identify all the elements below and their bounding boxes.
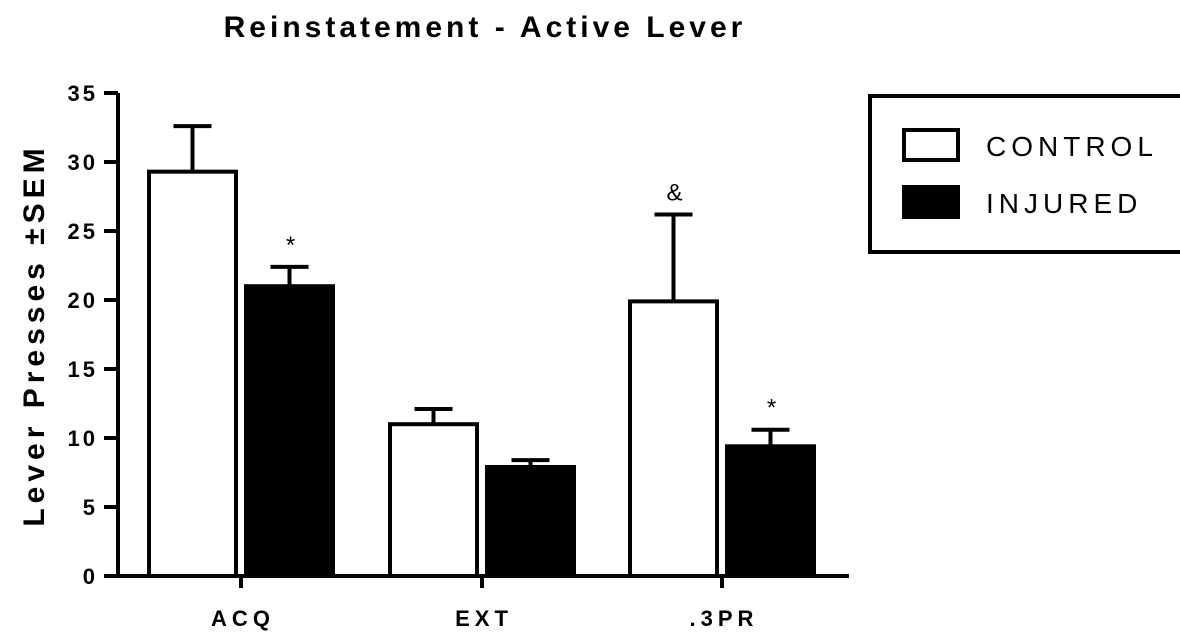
- bar-injured: [485, 464, 576, 579]
- legend-swatch-injured: [902, 185, 960, 219]
- y-tick-label: 15: [68, 357, 98, 382]
- legend-box: [868, 94, 1180, 254]
- legend-label-injured: INJURED: [986, 188, 1142, 219]
- x-tick-label: EXT: [455, 606, 513, 631]
- y-tick-label: 0: [83, 564, 98, 589]
- y-tick-label: 5: [83, 495, 98, 520]
- y-tick-label: 30: [68, 150, 98, 175]
- y-tick-label: 25: [68, 219, 98, 244]
- y-tick-label: 20: [68, 288, 98, 313]
- bar-control: [147, 169, 238, 578]
- significance-marker: *: [767, 395, 776, 422]
- bar-control: [388, 422, 479, 579]
- y-axis: 0 5 10 15 20 25 30 35: [68, 81, 120, 589]
- x-tick-label: ACQ: [211, 606, 275, 631]
- legend-label-control: CONTROL: [986, 131, 1158, 162]
- y-tick-label: 35: [68, 81, 98, 106]
- bar-control: [628, 299, 719, 578]
- y-tick-label: 10: [68, 426, 98, 451]
- significance-marker: &: [666, 179, 682, 206]
- x-axis: ACQ EXT .3PR: [116, 574, 849, 631]
- significance-marker: *: [286, 232, 295, 259]
- legend-swatch-control: [902, 128, 960, 162]
- legend: CONTROL INJURED: [868, 94, 1180, 254]
- x-tick-label: .3PR: [690, 606, 759, 631]
- bar-injured: [725, 444, 816, 578]
- y-axis-label: Lever Presses ±SEM: [18, 143, 51, 526]
- bar-injured: [244, 284, 335, 578]
- bars: * & *: [147, 124, 816, 579]
- chart-title: Reinstatement - Active Lever: [224, 11, 747, 44]
